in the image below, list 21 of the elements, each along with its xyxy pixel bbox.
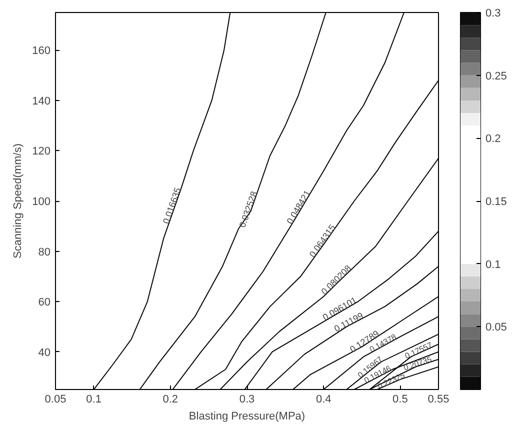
y-tick-label: 0.05: [486, 322, 507, 334]
y-tick-label: 60: [38, 296, 51, 309]
y-tick-label: 100: [32, 196, 51, 208]
y-tick-label: 40: [38, 346, 51, 359]
x-tick-label: 0.1: [86, 394, 102, 406]
y-tick-label: 80: [38, 246, 51, 258]
y-tick-label: 0.25: [486, 70, 507, 82]
y-tick-label: 0.15: [486, 196, 507, 208]
y-tick-label: 0.1: [486, 258, 501, 271]
y-tick-label: 160: [32, 45, 51, 58]
y-tick-label: 120: [32, 146, 51, 158]
x-tick-label: 0.3: [239, 394, 255, 406]
x-tick-label: 0.2: [162, 394, 178, 406]
x-tick-label: 0.5: [392, 394, 408, 406]
y-tick-label: 0.3: [486, 8, 501, 20]
x-tick-label: 0.55: [428, 394, 450, 406]
y-tick-label: 140: [32, 95, 51, 108]
y-tick-label: 0.2: [486, 133, 501, 146]
x-axis-title: Blasting Pressure(MPa): [188, 410, 306, 422]
x-tick-label: 0.4: [316, 394, 332, 406]
y-axis-title: Scanning Speed(mm/s): [12, 144, 24, 258]
